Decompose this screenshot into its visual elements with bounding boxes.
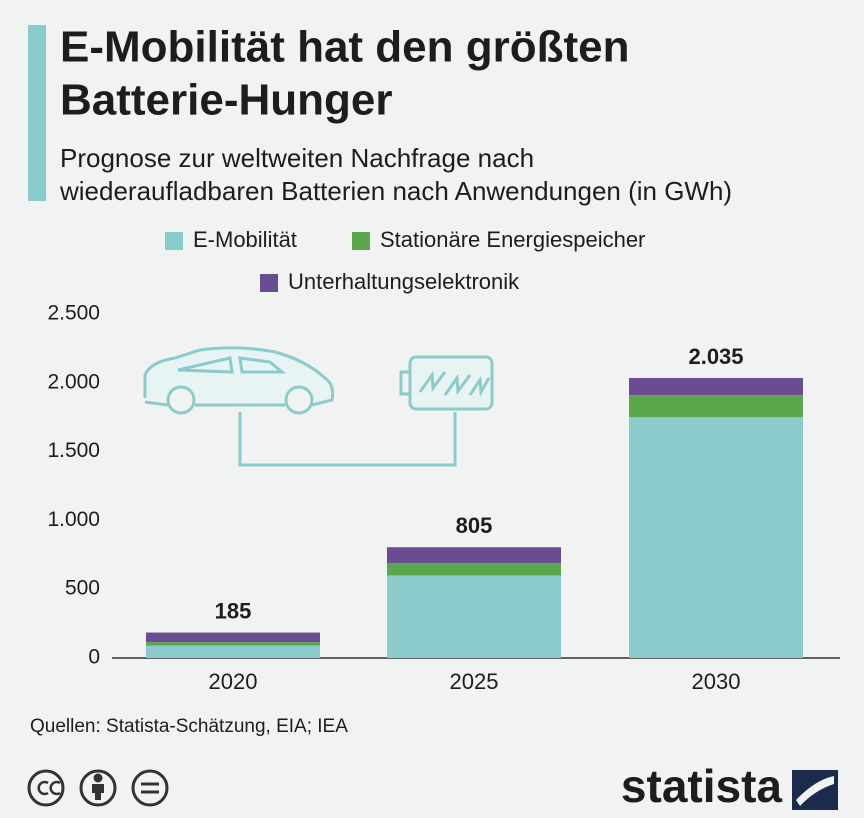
subtitle: wiederaufladbaren Batterien nach Anwendu… [59,176,732,206]
x-tick-label: 2030 [692,669,741,694]
chart-title: Batterie-Hunger [60,76,393,125]
bar-segment [387,547,561,564]
bar-segment [387,563,561,576]
legend-swatch [260,274,278,292]
x-tick-label: 2025 [450,669,499,694]
legend-swatch [165,232,183,250]
y-tick-label: 1.000 [47,508,100,531]
source: Quellen: Statista-Schätzung, EIA; IEA [30,716,348,737]
total-label: 2.035 [688,344,743,369]
legend-swatch [352,232,370,250]
bar-segment [629,417,803,658]
y-tick-label: 500 [65,577,100,600]
legend-label: Unterhaltungselektronik [288,269,520,294]
bar-segment [387,575,561,658]
y-tick-label: 0 [88,646,100,669]
brand-icon [792,770,838,810]
legend-label: Stationäre Energiespeicher [380,227,645,252]
subtitle: Prognose zur weltweiten Nachfrage nach [60,143,534,173]
bar-segment [146,642,320,646]
y-tick-label: 2.500 [47,302,100,325]
illustration [143,346,494,467]
chart-title: E-Mobilität hat den größten [60,23,630,72]
bar-segment [146,632,320,643]
bar-segment [146,645,320,658]
bar-segment [629,395,803,418]
y-tick-label: 1.500 [47,439,100,462]
title-accent [28,25,46,201]
brand: statista [621,760,782,812]
legend-label: E-Mobilität [193,227,297,252]
total-label: 805 [456,513,493,538]
total-label: 185 [215,598,252,623]
license-icons [27,769,169,807]
x-tick-label: 2020 [209,669,258,694]
bar-segment [629,377,803,396]
y-tick-label: 2.000 [47,370,100,393]
